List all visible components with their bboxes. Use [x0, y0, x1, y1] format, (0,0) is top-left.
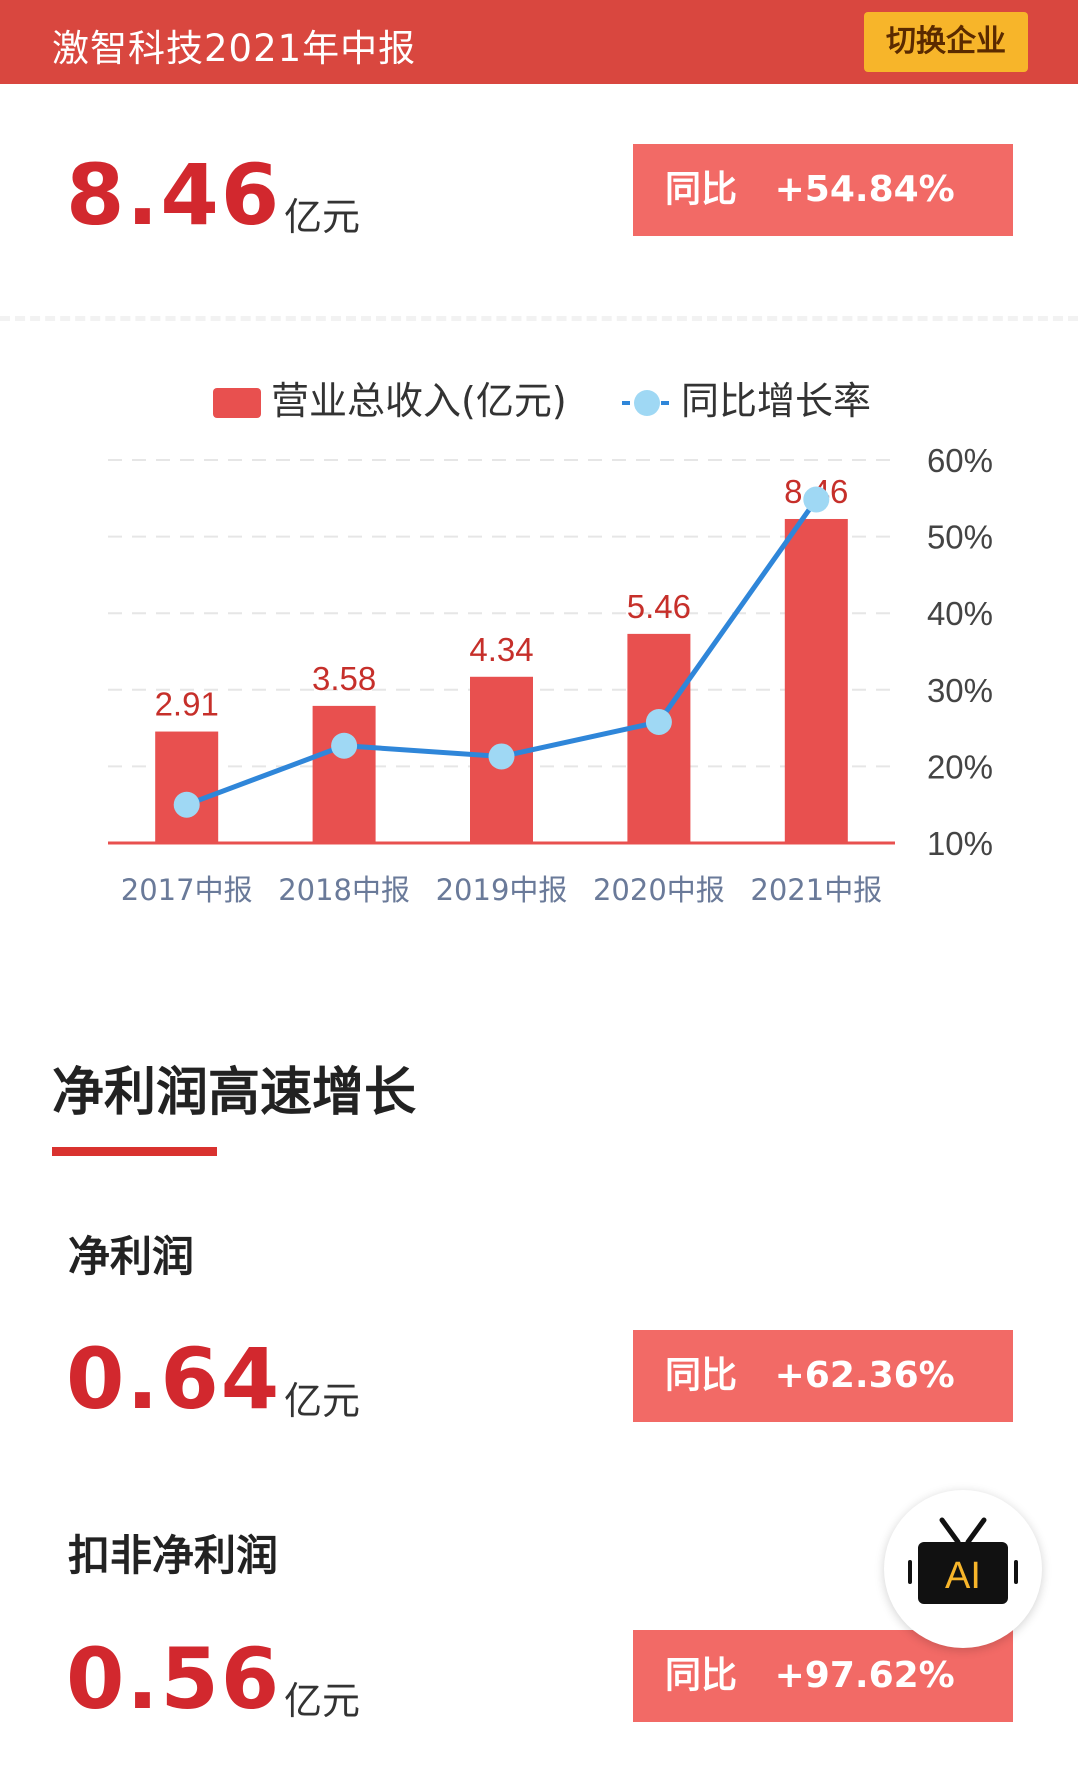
x-tick-label: 2021中报: [750, 873, 882, 907]
deducted-net-profit-value: 0.56: [66, 1630, 282, 1728]
y-right-tick-label: 40%: [927, 595, 993, 632]
bar: [627, 633, 691, 843]
x-tick-label: 2017中报: [121, 873, 253, 907]
growth-point: [331, 732, 358, 759]
net-profit-value: 0.64: [66, 1330, 282, 1428]
section-divider: [0, 316, 1078, 321]
y-right-tick-label: 30%: [927, 672, 993, 709]
section-underline: [52, 1147, 217, 1156]
x-tick-label: 2020中报: [593, 873, 725, 907]
y-right-tick-label: 10%: [927, 825, 993, 862]
bar: [312, 705, 376, 843]
section-title: 净利润高速增长: [52, 1063, 417, 1123]
bar: [155, 731, 219, 843]
tv-icon: AI: [908, 1517, 1018, 1604]
yoy-value: +54.84%: [774, 169, 955, 210]
net-profit-label: 净利润: [68, 1232, 195, 1281]
growth-point: [803, 486, 830, 513]
yoy-label: 同比: [665, 1355, 738, 1396]
revenue-value: 8.46: [66, 146, 282, 244]
growth-point: [173, 791, 200, 818]
deducted-net-profit-unit: 亿元: [284, 1679, 361, 1723]
revenue-yoy-badge: 同比 +54.84%: [633, 144, 1013, 236]
top-bar: 激智科技2021年中报 切换企业: [0, 0, 1078, 84]
yoy-label: 同比: [665, 169, 738, 210]
legend-bar-swatch: [213, 388, 261, 418]
bar-data-label: 3.58: [312, 660, 376, 697]
legend-line-marker: [634, 390, 660, 416]
legend-bar-label: 营业总收入(亿元): [271, 379, 567, 423]
net-profit-yoy-badge: 同比 +62.36%: [633, 1330, 1013, 1422]
yoy-value: +97.62%: [774, 1655, 955, 1696]
bar-data-label: 5.46: [627, 588, 691, 625]
bar: [784, 518, 848, 843]
x-tick-label: 2018中报: [278, 873, 410, 907]
legend-line-label: 同比增长率: [681, 379, 871, 423]
switch-company-button[interactable]: 切换企业: [864, 12, 1028, 72]
x-tick-label: 2019中报: [436, 873, 568, 907]
growth-point: [645, 708, 672, 735]
net-profit-unit: 亿元: [284, 1379, 361, 1423]
revenue-unit: 亿元: [284, 195, 361, 239]
revenue-chart: 60% 50% 40% 30% 20% 10% 2.91 2017中报 3.58 2018中报 4.…: [108, 379, 993, 907]
deducted-net-profit-label: 扣非净利润: [68, 1531, 279, 1580]
y-right-tick-label: 20%: [927, 748, 993, 785]
y-right-tick-label: 50%: [927, 519, 993, 556]
yoy-label: 同比: [665, 1655, 738, 1696]
yoy-value: +62.36%: [774, 1355, 955, 1396]
page-title: 激智科技2021年中报: [52, 27, 417, 70]
growth-point: [488, 743, 515, 770]
y-right-tick-label: 60%: [927, 442, 993, 479]
bar-data-label: 4.34: [469, 631, 533, 668]
ai-assistant-button[interactable]: AI: [884, 1490, 1042, 1648]
ai-text: AI: [945, 1555, 981, 1597]
bar-data-label: 2.91: [155, 686, 219, 723]
